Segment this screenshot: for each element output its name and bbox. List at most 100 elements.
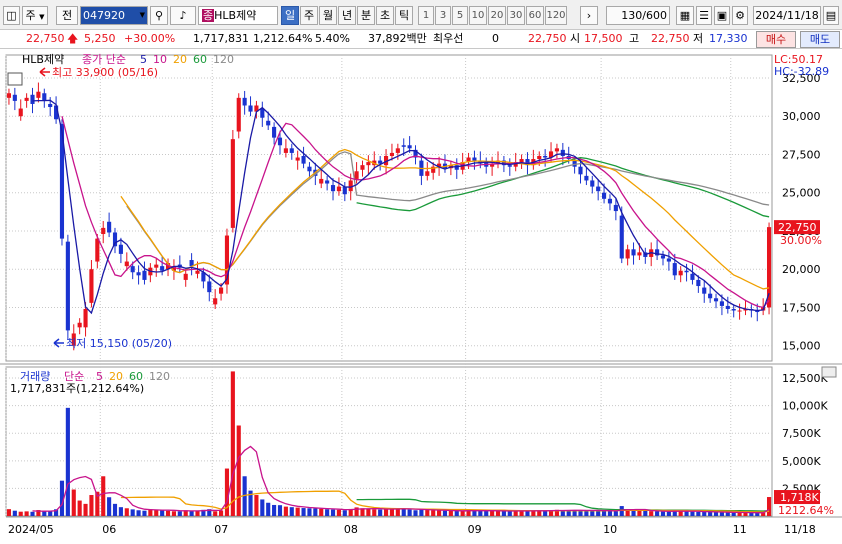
candle-body <box>65 241 70 331</box>
period-tab-4[interactable]: 분 <box>357 6 375 25</box>
volume-bar <box>372 509 377 516</box>
number-tab-60[interactable]: 60 <box>526 6 544 25</box>
ma10-line <box>61 116 770 309</box>
volume-bar <box>130 509 135 516</box>
candle-body <box>578 166 583 175</box>
volume-bar <box>289 507 294 516</box>
volume-summary: 1,717,831주(1,212.64%) <box>10 382 144 395</box>
volume-bar <box>454 511 459 516</box>
volume-bar <box>708 512 713 516</box>
ma-period-120: 120 <box>213 53 234 66</box>
candle-body <box>42 93 47 101</box>
save-icon[interactable]: ▣ <box>714 6 730 25</box>
chevron-right-icon[interactable]: › <box>580 6 598 25</box>
calendar-icon[interactable]: ▤ <box>823 6 839 25</box>
gear-icon[interactable]: ⚙ <box>732 6 748 25</box>
type-select-label: 주 <box>25 9 36 22</box>
list-icon[interactable]: ☰ <box>696 6 712 25</box>
candle-body <box>207 281 212 293</box>
count-total: /600 <box>642 9 667 22</box>
sell-button[interactable]: 매도 <box>800 31 840 48</box>
candle-body <box>307 166 312 172</box>
volume-bar <box>643 510 648 516</box>
candle-body <box>183 273 188 280</box>
end-date-label: 11/18 <box>784 523 816 536</box>
type-select[interactable]: 주 ▼ <box>22 6 48 25</box>
volume-bar <box>472 510 477 516</box>
stock-code-input[interactable]: 047920 ▼ <box>80 6 148 25</box>
period-tab-6[interactable]: 틱 <box>395 6 413 25</box>
number-tab-120[interactable]: 120 <box>545 6 567 25</box>
prefix-button[interactable]: 전 <box>56 6 78 25</box>
volume-bar <box>584 510 589 516</box>
candle-body <box>36 91 41 98</box>
number-tab-10[interactable]: 10 <box>469 6 487 25</box>
volume-bar <box>401 508 406 516</box>
volume-bar <box>236 425 241 516</box>
volume-bar <box>154 509 159 516</box>
number-tab-1[interactable]: 1 <box>418 6 434 25</box>
chart-menu-icon[interactable]: ◫ <box>3 6 20 25</box>
stock-name-field[interactable]: 종HLB제약 <box>198 6 278 25</box>
priority-value: 0 <box>492 32 499 45</box>
volume-bar <box>602 510 607 516</box>
ma-period-60: 60 <box>193 53 207 66</box>
volume-bar <box>519 510 524 516</box>
ma-period-5: 5 <box>140 53 147 66</box>
volume-bar <box>54 509 59 516</box>
period-tab-3[interactable]: 년 <box>338 6 356 25</box>
stock-badge: 종 <box>202 9 215 22</box>
volume-bar <box>543 510 548 516</box>
candle-body <box>48 103 53 108</box>
period-tab-1[interactable]: 주 <box>300 6 318 25</box>
candle-body <box>490 163 495 167</box>
candle-body <box>124 261 129 267</box>
period-tab-2[interactable]: 월 <box>319 6 337 25</box>
count-value: 130 <box>621 9 643 22</box>
volume-bar <box>696 511 701 516</box>
volume-bar <box>607 511 613 516</box>
speaker-icon[interactable]: ♪ <box>170 6 196 25</box>
candle-body <box>425 171 430 176</box>
last-price-tag <box>774 220 820 235</box>
candle-body <box>631 249 636 256</box>
candle-body <box>230 139 235 228</box>
volume-bar <box>319 508 324 516</box>
period-tab-0[interactable]: 일 <box>281 6 299 25</box>
candle-body <box>660 255 666 259</box>
volume-bar <box>637 510 642 516</box>
volume-bar <box>266 502 271 516</box>
period-tab-5[interactable]: 초 <box>376 6 394 25</box>
candle-body <box>437 163 442 167</box>
last-volume-tag <box>774 490 820 505</box>
volume-bar <box>230 371 235 516</box>
volume-bar <box>719 512 724 516</box>
last-volume-pct-text: 1212.64% <box>778 504 834 517</box>
stock-chart[interactable]: 15,00017,50020,00022,50025,00027,50030,0… <box>0 49 842 544</box>
count-field[interactable]: 130/600 <box>606 6 670 25</box>
candle-body <box>325 180 330 184</box>
candle-body <box>83 308 88 328</box>
number-tab-3[interactable]: 3 <box>435 6 451 25</box>
volume-bar <box>336 509 341 516</box>
candle-body <box>354 171 359 179</box>
number-tab-5[interactable]: 5 <box>452 6 468 25</box>
hc-value: HC:-32.89 <box>774 65 829 78</box>
buy-button[interactable]: 매수 <box>756 31 796 48</box>
candle-body <box>260 108 265 118</box>
candle-body <box>395 148 400 153</box>
candle-body <box>407 145 412 149</box>
table-icon <box>7 72 23 86</box>
volume-bar <box>189 510 194 516</box>
number-tab-20[interactable]: 20 <box>488 6 506 25</box>
candle-body <box>519 159 524 163</box>
date-field[interactable]: 2024/11/18 <box>753 6 821 25</box>
settings-icon[interactable]: ▦ <box>676 6 694 25</box>
search-icon[interactable]: ⚲ <box>150 6 168 25</box>
volume-bar <box>6 509 12 516</box>
volume-bar <box>195 511 200 516</box>
candle-body <box>602 192 607 199</box>
number-tab-30[interactable]: 30 <box>507 6 525 25</box>
volume-bar <box>566 510 571 516</box>
candle-body <box>466 157 471 163</box>
